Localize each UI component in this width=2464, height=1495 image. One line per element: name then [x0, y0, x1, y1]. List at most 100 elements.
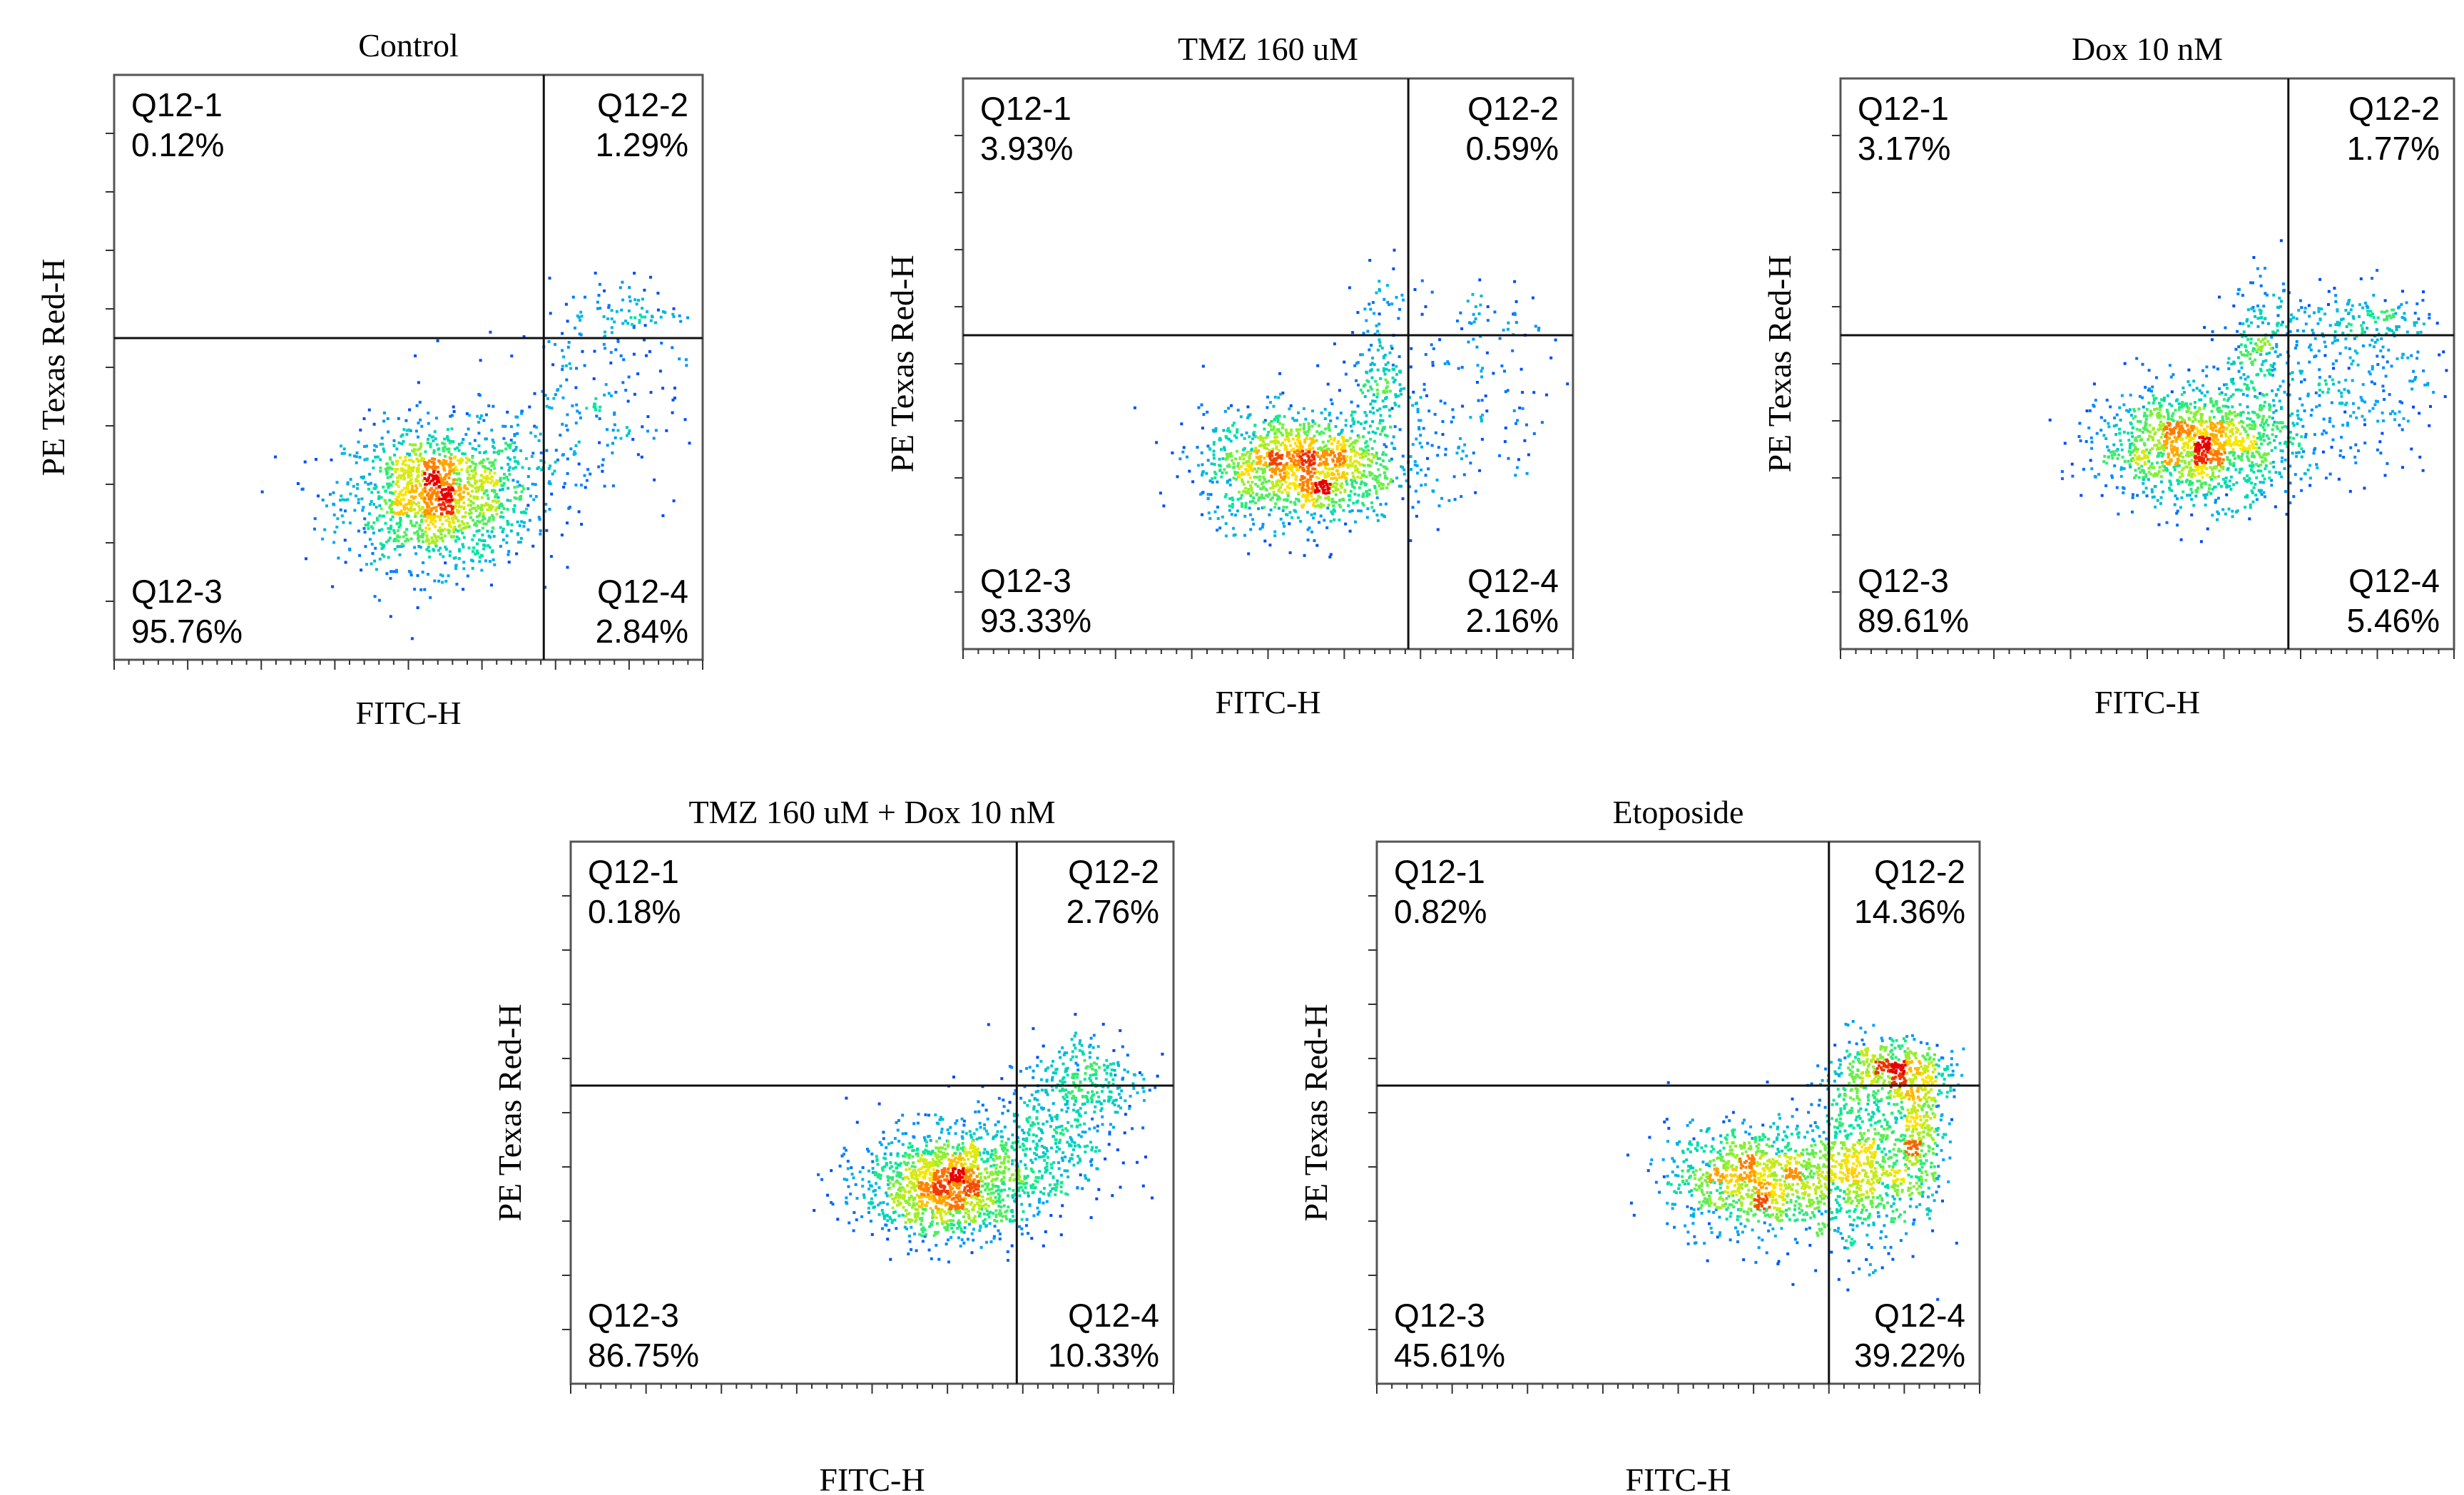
event-dot — [1532, 391, 1536, 394]
event-dot — [1205, 471, 1208, 475]
event-dot — [1290, 465, 1294, 469]
event-dot — [1310, 459, 1313, 462]
event-dot — [465, 469, 469, 472]
event-dot — [419, 418, 422, 422]
event-dot — [1275, 494, 1278, 497]
event-dot — [2156, 413, 2159, 417]
event-dot — [1375, 395, 1379, 399]
event-dot — [1364, 442, 1368, 445]
event-dot — [579, 319, 582, 322]
event-dot — [1315, 489, 1319, 493]
event-dot — [437, 479, 440, 482]
event-dot — [1331, 476, 1335, 480]
event-dot — [2383, 474, 2387, 477]
event-dot — [2092, 382, 2096, 386]
event-dot — [2234, 456, 2236, 460]
event-dot — [1259, 443, 1263, 447]
event-dot — [1338, 499, 1341, 502]
event-dot — [1311, 409, 1314, 413]
event-dot — [2160, 461, 2164, 464]
event-dot — [491, 499, 494, 503]
event-dot — [1269, 509, 1273, 511]
event-dot — [1399, 371, 1402, 374]
event-dot — [2368, 372, 2372, 376]
event-dot — [443, 460, 447, 464]
event-dot — [1320, 481, 1324, 485]
event-dot — [1279, 517, 1283, 521]
event-dot — [1425, 394, 1428, 397]
event-dot — [628, 286, 631, 290]
event-dot — [1346, 466, 1350, 469]
event-dot — [447, 529, 450, 532]
event-dot — [1287, 476, 1290, 479]
event-dot — [2300, 306, 2303, 310]
event-dot — [1279, 443, 1283, 447]
event-dot — [1288, 407, 1291, 411]
event-dot — [1431, 489, 1435, 493]
event-dot — [2334, 294, 2338, 297]
event-dot — [454, 482, 458, 486]
event-dot — [519, 541, 522, 544]
event-dot — [2376, 363, 2380, 366]
event-dot — [638, 313, 642, 317]
event-dot — [1285, 473, 1288, 476]
event-dot — [1273, 395, 1277, 399]
event-dot — [1342, 437, 1345, 441]
event-dot — [486, 508, 489, 511]
event-dot — [387, 539, 390, 542]
event-dot — [421, 479, 424, 482]
event-dot — [2148, 434, 2152, 438]
event-dot — [1343, 460, 1346, 464]
event-dot — [561, 332, 564, 335]
event-dot — [362, 506, 365, 509]
event-dot — [1375, 496, 1379, 499]
event-dot — [2246, 375, 2250, 379]
event-dot — [1306, 430, 1310, 433]
event-dot — [502, 437, 506, 440]
event-dot — [2333, 336, 2337, 340]
event-dot — [483, 544, 487, 547]
event-dot — [2152, 394, 2155, 397]
event-dot — [1365, 414, 1368, 417]
event-dot — [1397, 317, 1400, 320]
event-dot — [548, 276, 551, 280]
event-dot — [577, 462, 581, 466]
event-dot — [1234, 478, 1238, 481]
event-dot — [1282, 532, 1286, 536]
event-dot — [1348, 529, 1352, 533]
event-dot — [462, 561, 466, 564]
event-dot — [549, 464, 552, 468]
event-dot — [1360, 452, 1363, 456]
event-dot — [2184, 465, 2188, 469]
event-dot — [388, 466, 392, 469]
event-dot — [1374, 432, 1378, 435]
event-dot — [2158, 442, 2162, 445]
event-dot — [1338, 476, 1341, 479]
event-dot — [1375, 291, 1378, 295]
event-dot — [1433, 412, 1437, 416]
event-dot — [427, 539, 430, 542]
event-dot — [2242, 373, 2246, 377]
event-dot — [499, 479, 502, 483]
event-dot — [2123, 460, 2127, 464]
event-dot — [1320, 447, 1323, 451]
event-dot — [1273, 417, 1276, 421]
event-dot — [2322, 417, 2326, 421]
event-dot — [419, 546, 422, 549]
event-dot — [1369, 402, 1373, 406]
event-dot — [421, 571, 424, 574]
event-dot — [2244, 447, 2248, 450]
event-dot — [1373, 312, 1376, 315]
event-dot — [483, 517, 487, 521]
event-dot — [2238, 471, 2241, 474]
event-dot — [2114, 433, 2118, 437]
event-dot — [1236, 471, 1239, 474]
event-dot — [1273, 442, 1277, 445]
event-dot — [1305, 495, 1309, 499]
event-dot — [449, 439, 452, 443]
event-dot — [1368, 489, 1371, 492]
event-dot — [509, 529, 513, 533]
event-dot — [2291, 422, 2295, 425]
event-dot — [432, 439, 435, 442]
event-dot — [1257, 455, 1261, 459]
